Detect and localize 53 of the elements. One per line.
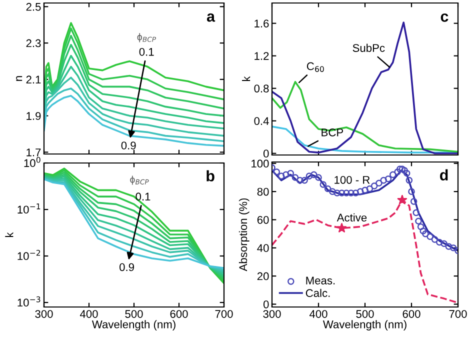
x-tick-label: 500 <box>125 310 143 318</box>
y-tick-label: 0 <box>263 150 269 158</box>
y-tick-label: 1.6 <box>254 20 269 28</box>
legend-label: Calc. <box>306 288 330 298</box>
y-tick-label: 0 <box>263 300 269 308</box>
chart-title: c <box>440 13 448 22</box>
x-tick-label: 500 <box>356 310 374 318</box>
y-tick-label: 1.9 <box>26 112 41 120</box>
y-tick-label: 40 <box>257 244 269 252</box>
y-axis-title: k <box>5 232 14 238</box>
y-tick-label: 80 <box>257 188 269 196</box>
annotation: 0.9 <box>120 263 134 272</box>
y-tick-label: 60 <box>257 216 269 224</box>
chart-title: d <box>440 169 448 180</box>
annotation: ϕ$_{BCP}$ <box>130 176 149 185</box>
y-tick-label: 0.8 <box>254 84 269 92</box>
chart-title: b <box>206 170 214 182</box>
annotation: 0.1 <box>136 192 150 201</box>
x-tick-label: 400 <box>80 310 98 318</box>
y-tick-label: 20 <box>257 272 269 280</box>
chart-title: a <box>206 13 216 22</box>
y-tick-label: 1.2 <box>254 52 269 60</box>
annotation: 100 - R <box>334 176 370 184</box>
x-tick-label: 700 <box>449 310 467 318</box>
y-tick-label: 0.4 <box>254 117 269 125</box>
x-tick-label: 600 <box>170 310 188 318</box>
annotation: ϕ$_{BCP}$ <box>137 33 156 42</box>
y-tick-label: 100 <box>252 160 269 168</box>
x-tick-label: 700 <box>215 310 233 318</box>
y-axis-title: Absorption (%) <box>238 198 250 272</box>
x-axis-title: Wavelength (nm) <box>322 320 406 330</box>
x-tick-label: 300 <box>35 310 53 318</box>
x-tick-label: 400 <box>309 310 328 318</box>
y-tick-label: 2.3 <box>26 39 41 48</box>
annotation: 0.1 <box>139 48 154 56</box>
y-tick-label: 1.7 <box>26 148 41 156</box>
y-tick-label: 2.1 <box>26 76 41 84</box>
annotation: SubPc <box>352 44 385 52</box>
annotation: BCP <box>322 128 344 136</box>
x-tick-label: 300 <box>263 310 281 318</box>
y-tick-label: 10$^{−2}$ <box>18 250 40 260</box>
annotation: 0.9 <box>121 142 136 150</box>
y-axis-title: n <box>16 76 22 81</box>
y-tick-label: 10$^{0}$ <box>24 156 40 168</box>
annotation: Active <box>336 213 367 222</box>
x-tick-label: 600 <box>402 310 420 318</box>
y-axis-title: k <box>242 76 250 82</box>
y-tick-label: 2.5 <box>26 2 41 11</box>
annotation: C$_{60}$ <box>306 62 324 72</box>
x-axis-title: Wavelength (nm) <box>92 320 176 330</box>
y-tick-label: 10$^{−1}$ <box>18 204 40 214</box>
legend-label: Meas. <box>306 276 335 284</box>
y-tick-label: 10$^{−3}$ <box>18 296 40 307</box>
